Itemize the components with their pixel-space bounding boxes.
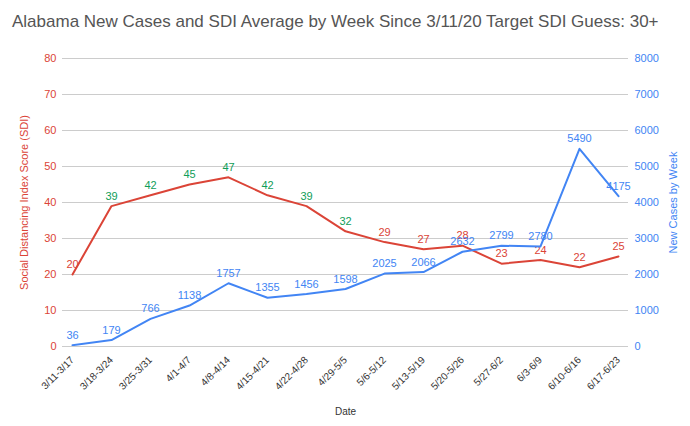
svg-text:80: 80: [44, 52, 56, 64]
svg-text:4/1-4/7: 4/1-4/7: [163, 354, 193, 384]
svg-text:5/20-5/26: 5/20-5/26: [429, 354, 467, 392]
svg-text:Date: Date: [335, 406, 357, 417]
svg-text:42: 42: [261, 179, 273, 191]
svg-text:2632: 2632: [450, 235, 474, 247]
svg-text:1598: 1598: [333, 272, 357, 284]
svg-text:1456: 1456: [294, 278, 318, 290]
svg-text:20: 20: [44, 268, 56, 280]
svg-text:6/17-6/23: 6/17-6/23: [585, 354, 623, 392]
svg-text:1355: 1355: [255, 281, 279, 293]
svg-text:5490: 5490: [567, 132, 591, 144]
svg-text:47: 47: [222, 161, 234, 173]
svg-text:Social Distancing Index Score: Social Distancing Index Score (SDI): [18, 115, 30, 290]
svg-text:5000: 5000: [635, 160, 659, 172]
svg-text:5/27-6/2: 5/27-6/2: [471, 354, 505, 388]
svg-text:2066: 2066: [411, 256, 435, 268]
svg-text:4175: 4175: [606, 180, 630, 192]
svg-text:0: 0: [50, 340, 56, 352]
svg-text:24: 24: [534, 243, 547, 256]
svg-text:32: 32: [339, 215, 351, 227]
svg-text:6000: 6000: [635, 124, 659, 136]
svg-text:25: 25: [612, 240, 624, 252]
svg-text:36: 36: [66, 329, 78, 341]
svg-text:6/10-6/16: 6/10-6/16: [546, 354, 584, 392]
svg-text:40: 40: [44, 196, 56, 208]
svg-text:23: 23: [495, 247, 507, 259]
svg-text:45: 45: [183, 168, 195, 180]
svg-text:39: 39: [300, 190, 312, 202]
svg-text:5/6-5/12: 5/6-5/12: [354, 354, 388, 388]
svg-text:4/15-4/21: 4/15-4/21: [234, 354, 272, 392]
svg-text:3/18-3/24: 3/18-3/24: [78, 354, 116, 392]
svg-text:6/3-6/9: 6/3-6/9: [514, 354, 544, 384]
svg-text:2799: 2799: [489, 229, 513, 241]
svg-text:766: 766: [141, 302, 159, 314]
svg-text:3/11-3/17: 3/11-3/17: [39, 354, 76, 391]
svg-text:20: 20: [66, 258, 78, 270]
svg-text:22: 22: [573, 251, 585, 263]
svg-text:New Cases by Week: New Cases by Week: [667, 151, 679, 253]
svg-text:4000: 4000: [635, 196, 659, 208]
svg-text:3/25-3/31: 3/25-3/31: [117, 354, 155, 392]
svg-text:7000: 7000: [635, 88, 659, 100]
svg-text:4/29-5/5: 4/29-5/5: [315, 354, 349, 388]
html-text:Alabama New Cases and SDI Aver: Alabama New Cases and SDI Average by Wee…: [12, 12, 659, 31]
svg-text:1757: 1757: [216, 267, 240, 279]
svg-text:1000: 1000: [635, 304, 659, 316]
svg-text:2000: 2000: [635, 268, 659, 280]
svg-text:50: 50: [44, 160, 56, 172]
svg-text:0: 0: [635, 340, 641, 352]
svg-text:1138: 1138: [178, 289, 202, 301]
svg-text:2025: 2025: [372, 257, 396, 269]
svg-text:4/22-4/28: 4/22-4/28: [273, 354, 311, 392]
svg-text:27: 27: [417, 233, 429, 245]
svg-text:60: 60: [44, 124, 56, 136]
svg-text:42: 42: [144, 179, 156, 191]
svg-text:29: 29: [378, 226, 390, 238]
svg-text:8000: 8000: [635, 52, 659, 64]
svg-text:4/8-4/14: 4/8-4/14: [198, 354, 232, 388]
svg-text:2780: 2780: [528, 230, 552, 242]
svg-text:5/13-5/19: 5/13-5/19: [390, 354, 428, 392]
svg-text:3000: 3000: [635, 232, 659, 244]
svg-text:39: 39: [105, 190, 117, 202]
svg-text:30: 30: [44, 232, 56, 244]
svg-text:10: 10: [44, 304, 56, 316]
svg-text:179: 179: [102, 324, 120, 336]
svg-text:70: 70: [44, 88, 56, 100]
